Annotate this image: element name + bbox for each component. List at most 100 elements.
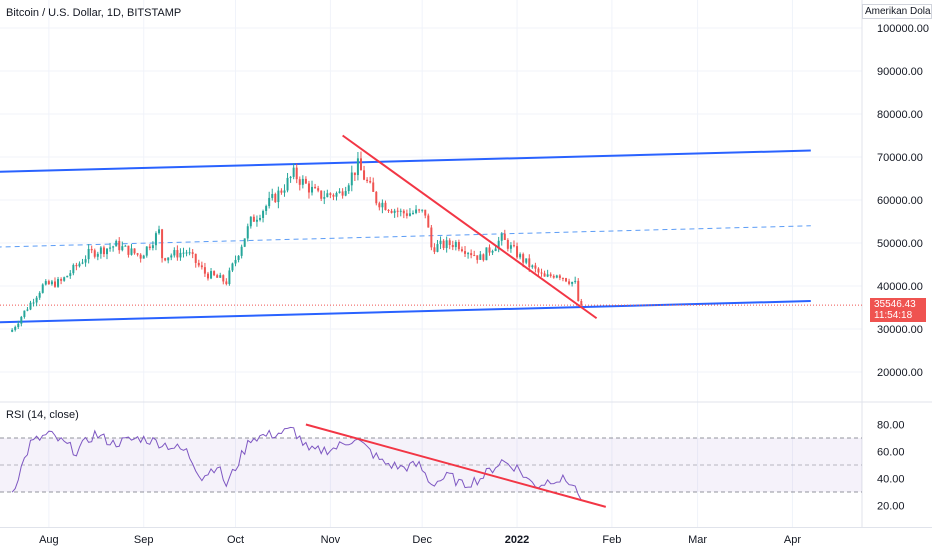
candle-body [506,239,509,249]
candle-body [139,254,142,259]
candle [497,236,500,253]
candle [323,190,326,205]
candle-body [332,194,335,197]
candle [289,175,292,183]
candle [396,207,399,218]
candle [571,281,574,287]
time-tick-label: Dec [412,534,432,546]
candle-body [375,191,378,204]
candle-body [329,193,332,195]
candle [225,278,228,286]
candle [565,277,567,283]
candle [277,186,280,209]
time-tick-label: Nov [321,534,341,546]
candle-body [344,191,347,196]
candle [485,247,488,261]
candle [494,245,497,252]
candle-body [265,206,268,212]
chart-title[interactable]: Bitcoin / U.S. Dollar, 1D, BITSTAMP [6,7,182,19]
candle [476,255,479,264]
candle-body [206,273,209,279]
candle-body [503,233,506,240]
candle [176,245,179,261]
candle [179,248,182,261]
candle-body [534,265,537,269]
candle-body [188,252,191,254]
candle [259,214,261,222]
candle-body [26,309,29,311]
candle [274,192,277,203]
candle [249,216,252,229]
candle [127,245,130,258]
candle-body [381,202,384,208]
candle [399,208,402,217]
candle-body [356,158,359,176]
candle [47,279,50,285]
candle [188,247,191,256]
bar-countdown: 11:54:18 [874,310,913,321]
candle [580,298,583,307]
rsi-line-layer [11,426,582,501]
candle-body [60,279,63,281]
candle [378,201,381,211]
candle-body [53,281,56,287]
candle [112,245,115,252]
candle [500,232,503,246]
candle-body [63,277,66,281]
candle [191,249,194,259]
candle-body [482,254,485,261]
candle-body [512,245,515,247]
candle [216,273,219,278]
candle-body [561,277,564,279]
candle [375,191,378,206]
candle-body [323,197,326,199]
candle [203,262,206,277]
candle-body [396,210,399,212]
candle-body [430,227,433,248]
candle [142,254,145,259]
candle [326,189,329,198]
candle [283,184,286,197]
candle-body [289,176,292,178]
candle-body [359,158,362,171]
price-axis-unit[interactable]: Amerikan Doları [862,4,932,19]
candle-body [240,246,243,256]
channel-lines[interactable] [0,149,862,324]
time-tick-label: Apr [784,534,801,546]
candle-body [286,177,289,191]
candle [442,239,445,251]
candle-body [130,248,133,255]
candle-body [298,179,301,185]
candle-body [115,240,118,247]
candle [329,192,332,199]
candle-body [546,274,549,277]
candle [317,185,320,193]
candle [234,255,237,267]
candle [93,248,96,259]
candle-body [124,245,127,247]
candle [384,200,387,211]
candle-body [145,246,148,256]
trendlines[interactable] [305,134,607,508]
candle [231,262,234,273]
candle-body [295,167,298,180]
candle-body [467,253,470,255]
candle [555,274,558,279]
candle [359,151,362,171]
candle [23,310,26,319]
candle-body [338,191,341,193]
candle-body [271,194,274,198]
candle-body [14,327,17,330]
candle [148,244,151,251]
rsi-title[interactable]: RSI (14, close) [6,409,79,421]
candle-body [415,209,418,213]
candle [44,279,47,286]
candle [408,208,411,217]
candle [451,240,454,251]
candle-body [366,179,369,182]
candle [568,278,571,286]
candle [491,249,494,256]
axes-layer: 100000.00 90000.00 80000.00 70000.00 60000.0… [39,23,929,546]
candle [14,325,17,332]
